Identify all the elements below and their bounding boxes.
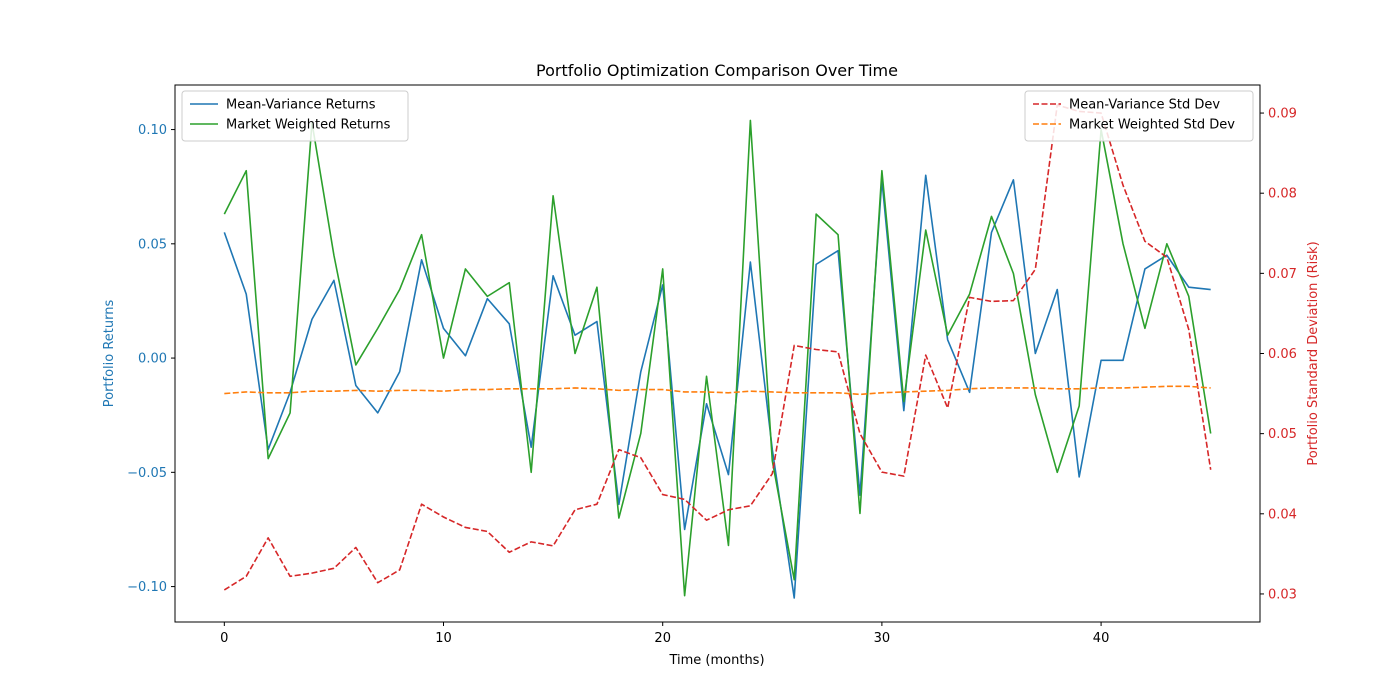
legend-box-left [181,90,409,142]
series-line-left-0 [223,174,1211,599]
x-tick-label: 40 [1093,631,1110,646]
series-line-right-1 [224,385,1211,396]
chart-title: Portfolio Optimization Comparison Over T… [536,61,898,80]
x-axis-label: Time (months) [668,653,764,668]
legend-label-right: Market Weighted Std Dev [1069,118,1235,133]
y-left-tick-label: 0.00 [138,352,167,367]
y-right-tick-label: 0.07 [1268,267,1297,282]
legend-label-right: Mean-Variance Std Dev [1069,98,1220,113]
y-axis-right-label: Portfolio Standard Deviation (Risk) [1306,241,1321,465]
y-right-tick-label: 0.04 [1268,507,1297,522]
y-left-tick-label: 0.10 [138,123,167,138]
plot-area: 0 10 20 30 40 −0.10 −0.05 0.00 0.05 0.10 0.03 0.04 0… [127,84,1297,646]
y-axis-left-label: Portfolio Returns [102,300,117,408]
x-tick-label: 20 [654,631,671,646]
y-left-tick-label: −0.05 [127,466,167,481]
x-tick-label: 0 [220,631,228,646]
y-right-tick-label: 0.06 [1268,347,1297,362]
series-line-right-0 [223,104,1212,591]
legend-label-left: Mean-Variance Returns [226,98,376,113]
y-left-tick-label: 0.05 [138,237,167,252]
y-right-tick-label: 0.08 [1268,187,1297,202]
series-line-left-1 [223,119,1212,597]
y-right-tick-label: 0.09 [1268,107,1297,122]
y-right-tick-label: 0.05 [1268,427,1297,442]
legend-box-right [1024,90,1254,142]
x-tick-label: 10 [435,631,452,646]
y-right-tick-label: 0.03 [1268,587,1297,602]
y-left-tick-label: −0.10 [127,580,167,595]
x-tick-label: 30 [874,631,891,646]
legend-label-left: Market Weighted Returns [226,118,391,133]
